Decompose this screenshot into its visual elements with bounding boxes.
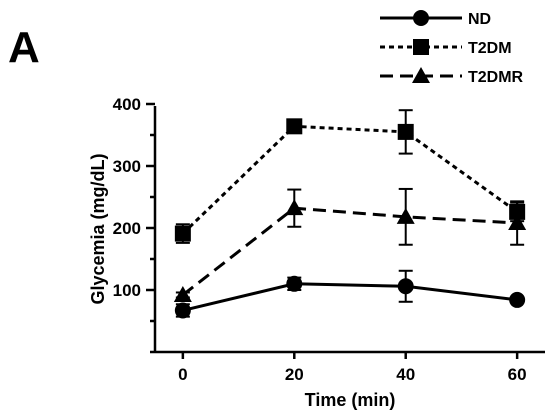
data-point: [397, 123, 414, 140]
series-nd: [174, 269, 526, 319]
data-point: [174, 302, 191, 319]
data-point: [509, 291, 526, 308]
y-tick-label: 400: [113, 95, 141, 114]
x-axis-label: Time (min): [305, 390, 396, 410]
series-t2dmr: [173, 187, 527, 302]
data-point: [396, 207, 415, 224]
x-tick-label: 20: [285, 365, 304, 384]
series-line: [181, 206, 518, 297]
legend-marker: [413, 39, 429, 55]
data-point: [173, 285, 192, 302]
x-tick-label: 60: [508, 365, 527, 384]
series-t2dm: [174, 109, 526, 244]
legend-label: ND: [468, 11, 491, 28]
legend-marker: [412, 67, 430, 83]
data-point: [397, 278, 414, 295]
series-line: [182, 282, 518, 312]
data-point: [174, 225, 191, 242]
x-tick-label: 40: [396, 365, 415, 384]
data-point: [508, 214, 527, 231]
legend: ND T2DM T2DMR: [380, 10, 524, 86]
legend-label: T2DMR: [468, 69, 524, 86]
data-point: [286, 275, 303, 292]
x-ticks: 0 20 40 60: [178, 352, 527, 384]
series-layer: [173, 109, 527, 319]
x-tick-label: 0: [178, 365, 187, 384]
data-point: [285, 199, 304, 216]
data-point: [286, 118, 303, 135]
panel-label: A: [8, 23, 40, 72]
series-line: [181, 124, 519, 235]
y-axis-label: Glycemia (mg/dL): [88, 153, 108, 304]
legend-marker: [413, 10, 429, 26]
y-ticks: 100 200 300 400: [113, 95, 155, 354]
y-tick-label: 100: [113, 281, 141, 300]
y-tick-label: 300: [113, 157, 141, 176]
legend-label: T2DM: [468, 40, 512, 57]
y-tick-label: 200: [113, 219, 141, 238]
